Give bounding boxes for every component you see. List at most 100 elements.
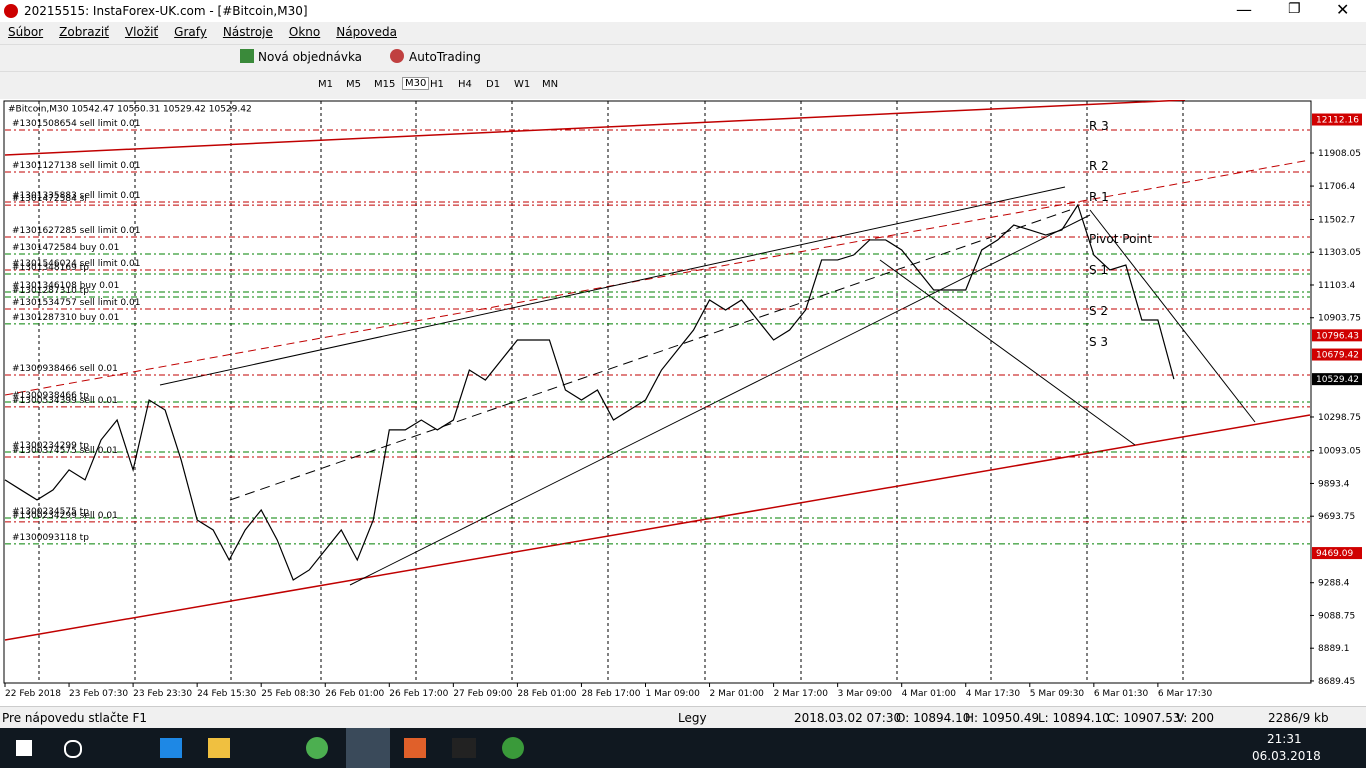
status-time: 2018.03.02 07:30 [794, 711, 902, 725]
pivot-label: R 1 [1089, 190, 1109, 204]
taskbar: 21:31 06.03.2018 [0, 728, 1366, 768]
chart-header: #Bitcoin,M30 10542.47 10550.31 10529.42 … [8, 105, 252, 115]
x-tick-label: 28 Feb 01:00 [517, 689, 576, 699]
timeframe-button[interactable]: D1 [486, 79, 501, 90]
timeframe-button[interactable]: M5 [346, 79, 361, 90]
status-low: L: 10894.10 [1038, 711, 1110, 725]
y-tick-label: 11303.05 [1318, 248, 1361, 258]
close[interactable]: ✕ [1336, 0, 1350, 19]
new-order-button[interactable]: Nová objednávka [258, 50, 363, 64]
trendlines [4, 100, 1311, 641]
icon [390, 49, 404, 63]
window-title: 20215515: InstaForex-UK.com - [#Bitcoin,… [24, 4, 308, 18]
y-tick-label: 10093.05 [1318, 447, 1361, 457]
order-label: #1301346108 buy 0.01 [12, 281, 119, 291]
price-marker [1312, 113, 1362, 126]
order-label: #1300093118 tp [12, 533, 89, 543]
mt4-icon[interactable] [346, 728, 390, 768]
order-label: #1301508654 sell limit 0.01 [12, 119, 140, 129]
clock-date: 06.03.2018 [1252, 749, 1321, 763]
timeframe-button[interactable]: H4 [458, 79, 472, 90]
price-marker-label: 12112.16 [1316, 116, 1359, 126]
y-tick-label: 11502.7 [1318, 215, 1355, 225]
x-tick-label: 2 Mar 17:00 [774, 689, 829, 699]
y-tick-label: 10903.75 [1318, 314, 1361, 324]
status-volume: V: 200 [1176, 711, 1214, 725]
status-close: C: 10907.53 [1107, 711, 1181, 725]
autotrading-button[interactable]: AutoTrading [409, 50, 481, 64]
order-label: #1300938466 tp [12, 391, 89, 401]
start-button[interactable] [16, 740, 32, 756]
timeframe-button[interactable]: MN [542, 79, 559, 90]
maximize[interactable]: ❐ [1288, 1, 1301, 17]
menu-bar: Súbor Zobraziť Vložiť Grafy Nástroje Okno Nápo… [0, 22, 1366, 44]
menu-item[interactable]: Nápoveda [336, 25, 397, 39]
status-high: H: 10950.49 [965, 711, 1040, 725]
status-traffic: 2286/9 kb [1268, 711, 1329, 725]
x-tick-label: 6 Mar 17:30 [1158, 689, 1213, 699]
x-tick-label: 27 Feb 09:00 [453, 689, 512, 699]
order-label: #1301287310 buy 0.01 [12, 313, 119, 323]
status-profile: Legy [678, 711, 707, 725]
price-marker [1312, 547, 1362, 560]
pivot-label: Pivot Point [1089, 232, 1152, 246]
y-tick-label: 9088.75 [1318, 611, 1355, 621]
timeframe-button[interactable]: M15 [374, 79, 396, 90]
period-separators [38, 101, 1184, 683]
status-open: O: 10894.10 [896, 711, 971, 725]
timeframe-button[interactable]: M1 [318, 79, 333, 90]
pivot-label: R 2 [1089, 159, 1109, 173]
edge-icon[interactable] [160, 738, 182, 758]
chart-bg [0, 100, 1366, 706]
minimize[interactable]: — [1236, 0, 1252, 19]
price-marker [1312, 348, 1362, 361]
price-line [4, 203, 1175, 581]
x-tick-label: 2 Mar 01:00 [710, 689, 765, 699]
timeframe-button[interactable]: M30 [402, 77, 430, 90]
pivot-label: S 2 [1089, 304, 1108, 318]
pivot-label: S 3 [1089, 335, 1108, 349]
order-label: #1301348169 tp [12, 263, 89, 273]
menu-item[interactable]: Nástroje [222, 25, 273, 39]
x-tick-label: 26 Feb 01:00 [325, 689, 384, 699]
pivot-label: R 3 [1089, 119, 1109, 133]
menu-item[interactable]: Súbor [8, 25, 44, 39]
app-icon[interactable] [404, 738, 426, 758]
price-marker-label: 9469.09 [1316, 549, 1353, 559]
x-tick-label: 4 Mar 01:00 [902, 689, 957, 699]
chrome-icon[interactable] [306, 737, 328, 759]
explorer-icon[interactable] [208, 738, 230, 758]
menu-item[interactable]: Grafy [174, 25, 207, 39]
timeframe-button[interactable]: W1 [514, 79, 531, 90]
app-icon[interactable] [502, 737, 524, 759]
chart: #Bitcoin,M30 10542.47 10550.31 10529.42 … [0, 100, 1366, 706]
menu-item[interactable]: Okno [288, 25, 321, 39]
y-tick-label: 9893.4 [1318, 479, 1350, 489]
timeframe-button[interactable]: H1 [430, 79, 444, 90]
search-button[interactable] [64, 740, 82, 758]
order-label: #1301472584 buy 0.01 [12, 243, 119, 253]
price-marker-label: 10679.42 [1316, 351, 1359, 361]
menu-item[interactable]: Zobraziť [59, 25, 109, 39]
plot-frame [3, 100, 1312, 684]
price-marker [1312, 329, 1362, 342]
xm-icon[interactable] [452, 738, 476, 758]
menu-item[interactable]: Vložiť [124, 25, 159, 39]
toolbar-timeframes: M1 M5 M15 M30 H1 H4 D1 W1 MN [0, 71, 1366, 99]
order-label: #1300534399 sell 0.01 [12, 396, 118, 406]
x-tick-label: 3 Mar 09:00 [838, 689, 893, 699]
status-help: Pre nápovedu stlačte F1 [2, 711, 148, 725]
x-tick-label: 23 Feb 23:30 [133, 689, 192, 699]
order-label: #1300938466 sell 0.01 [12, 364, 118, 374]
x-tick-label: 5 Mar 09:30 [1030, 689, 1085, 699]
order-label: #1301127138 sell limit 0.01 [12, 161, 140, 171]
y-tick-label: 11706.4 [1318, 182, 1355, 192]
clock-time: 21:31 [1267, 732, 1302, 746]
order-label: #1300374575 sell 0.01 [12, 446, 118, 456]
app-icon [4, 4, 18, 18]
toolbar: Nová objednávka AutoTrading [0, 44, 1366, 71]
y-tick-label: 8889.1 [1318, 644, 1350, 654]
x-tick-label: 23 Feb 07:30 [69, 689, 128, 699]
price-marker [1312, 373, 1362, 386]
